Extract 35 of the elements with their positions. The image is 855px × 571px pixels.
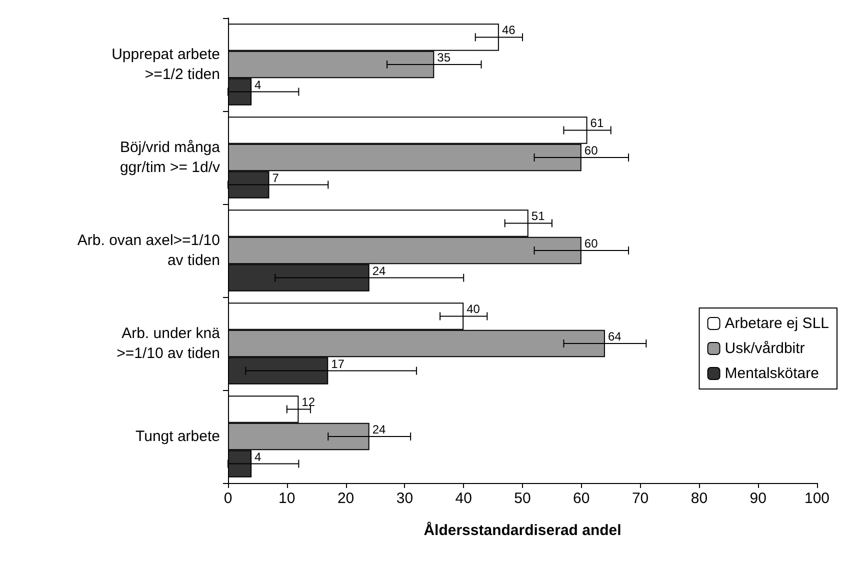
legend-label: Usk/vårdbitr: [724, 340, 805, 357]
x-tick-label: 70: [632, 490, 649, 507]
data-label: 35: [437, 50, 451, 64]
x-tick-label: 100: [804, 490, 830, 507]
data-label: 51: [531, 209, 546, 224]
data-label: 40: [466, 302, 480, 316]
x-tick-label: 50: [514, 490, 531, 507]
legend-label: Arbetare ej SLL: [724, 315, 830, 332]
data-label: 4: [254, 450, 262, 464]
data-label: 12: [302, 395, 316, 410]
x-tick-label: 10: [278, 490, 296, 507]
data-label: 60: [584, 144, 598, 158]
data-label: 17: [331, 356, 345, 371]
x-tick-label: 0: [224, 490, 232, 507]
y-tick-label: Arb. ovan axel>=1/10 av tiden: [77, 232, 220, 269]
data-label: 64: [608, 330, 622, 344]
y-tick-label: Böj/vrid många ggr/tim >= 1d/v: [120, 139, 221, 176]
data-label: 24: [372, 264, 386, 278]
x-tick-label: 40: [455, 490, 472, 507]
x-axis-title: Åldersstandardiserad andel: [424, 521, 622, 539]
x-tick-label: 80: [690, 490, 708, 507]
x-tick-label: 60: [573, 490, 590, 507]
x-tick-label: 30: [396, 490, 414, 507]
x-tick-label: 20: [337, 490, 354, 507]
y-tick-label: Arb. under knä >=1/10 av tiden: [116, 325, 221, 362]
data-label: 4: [254, 78, 262, 92]
y-tick-label: Tungt arbete: [136, 428, 220, 445]
x-tick-label: 90: [750, 490, 766, 507]
y-tick-label: Upprepat arbete >=1/2 tiden: [112, 46, 220, 83]
data-label: 7: [272, 170, 280, 185]
data-label: 60: [584, 236, 598, 250]
data-label: 46: [502, 23, 516, 38]
data-label: 61: [590, 116, 604, 130]
legend-label: Mentalskötare: [724, 365, 819, 382]
data-label: 24: [372, 422, 386, 436]
